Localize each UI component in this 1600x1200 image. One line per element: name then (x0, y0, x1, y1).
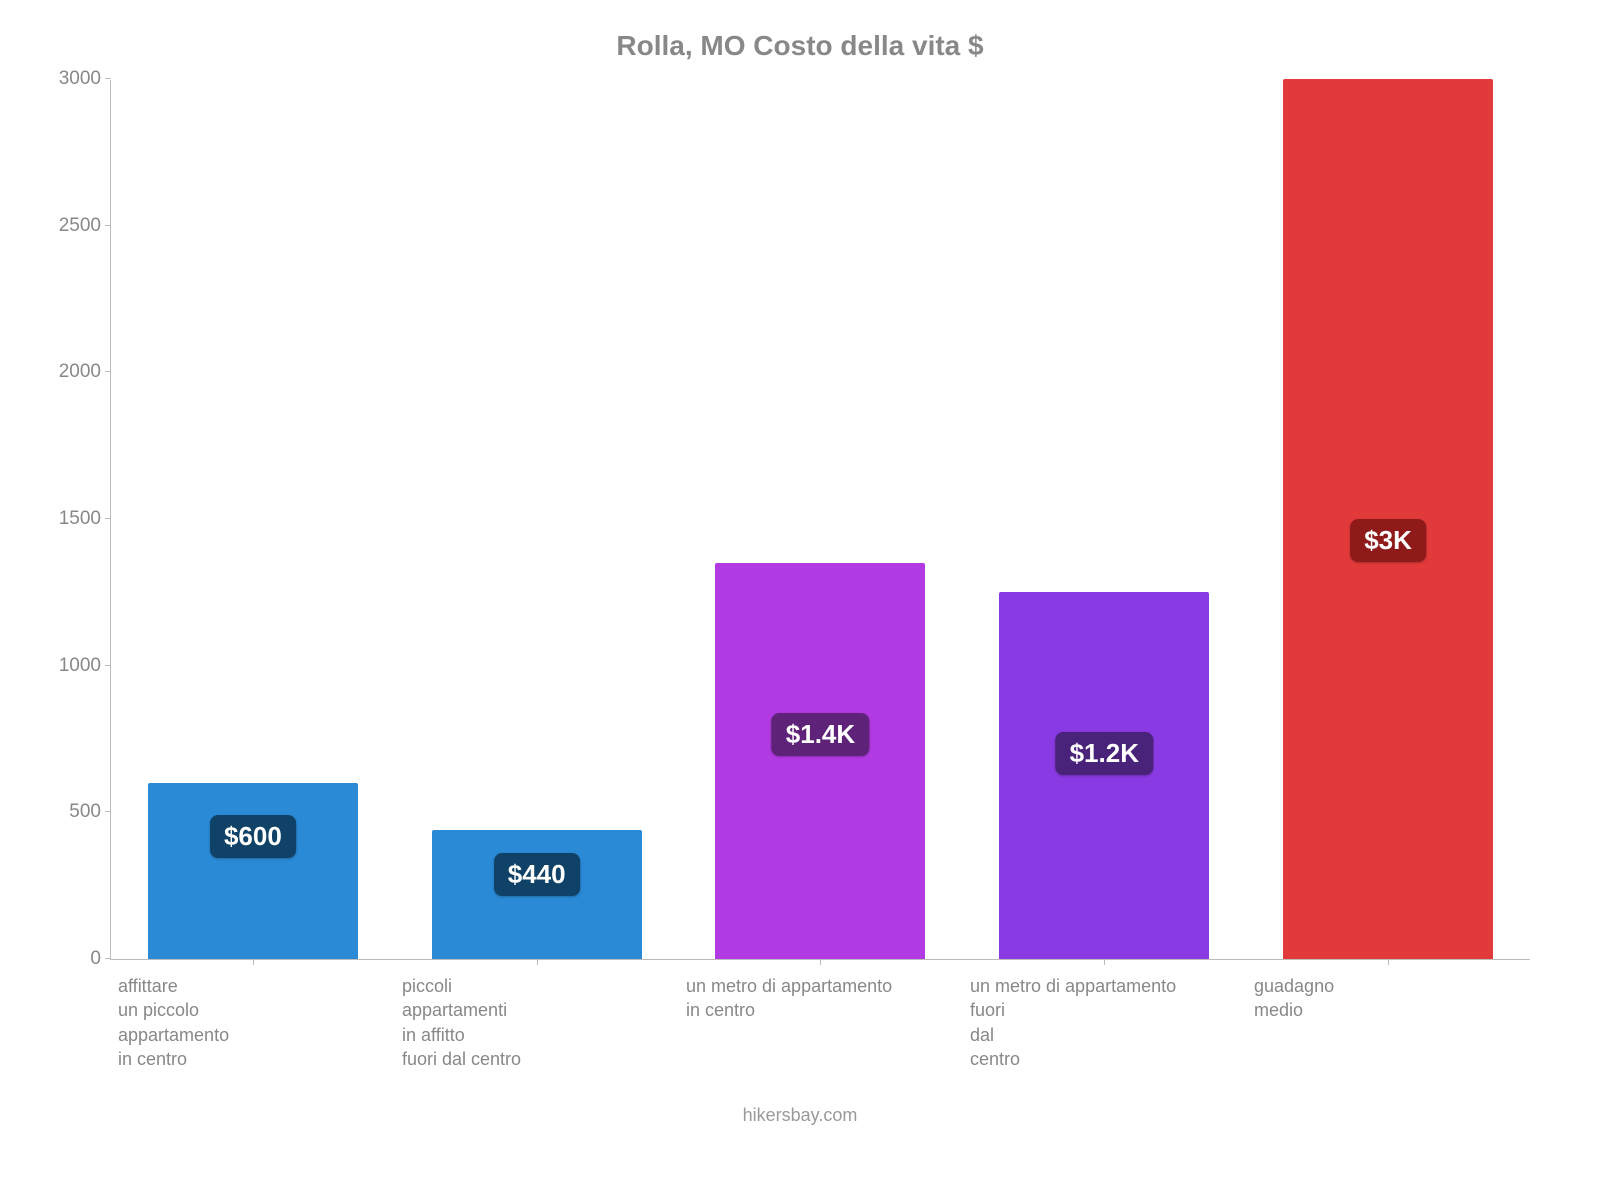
x-label-slot: un metro di appartamentofuoridalcentro (962, 960, 1246, 1071)
x-axis-category-label: un metro di appartamentofuoridalcentro (970, 974, 1180, 1071)
y-tick-label: 0 (41, 948, 101, 970)
bar-slot: $3K (1246, 80, 1530, 959)
bar-slot: $600 (111, 80, 395, 959)
value-badge: $3K (1350, 519, 1426, 562)
bar: $600 (148, 783, 358, 959)
y-tick-label: 500 (41, 801, 101, 823)
y-tick-label: 2500 (41, 215, 101, 237)
bar: $1.4K (715, 563, 925, 959)
y-tick-mark (105, 78, 111, 79)
value-badge: $440 (494, 853, 580, 896)
x-axis-category-label: guadagnomedio (1254, 974, 1464, 1023)
x-axis-category-label: piccoliappartamentiin affittofuori dal c… (402, 974, 612, 1071)
chart-container: Rolla, MO Costo della vita $ $600 $440 $1.… (0, 0, 1600, 1200)
y-tick-mark (105, 371, 111, 372)
plot-area: $600$440$1.4K$1.2K$3K 050010001500200025… (110, 80, 1530, 960)
value-badge: $1.4K (772, 713, 869, 756)
x-label-slot: guadagnomedio (1246, 960, 1530, 1071)
y-tick-label: 2000 (41, 361, 101, 383)
bar-slot: $1.2K (962, 80, 1246, 959)
value-badge: $1.2K (1056, 732, 1153, 775)
x-label-slot: un metro di appartamentoin centro (678, 960, 962, 1071)
y-tick-mark (105, 958, 111, 959)
bar-slot: $1.4K (679, 80, 963, 959)
y-tick-mark (105, 518, 111, 519)
x-axis-labels: affittareun piccoloappartamentoin centro… (110, 960, 1530, 1071)
chart-title: Rolla, MO Costo della vita $ (40, 30, 1560, 62)
bar: $3K (1283, 79, 1493, 959)
x-axis-category-label: affittareun piccoloappartamentoin centro (118, 974, 328, 1071)
attribution-text: hikersbay.com (40, 1105, 1560, 1126)
y-tick-label: 1000 (41, 655, 101, 677)
bar: $1.2K (999, 592, 1209, 959)
bars-row: $600 $440 $1.4K $1.2K $3K (111, 80, 1530, 959)
y-tick-mark (105, 811, 111, 812)
x-label-slot: piccoliappartamentiin affittofuori dal c… (394, 960, 678, 1071)
y-tick-mark (105, 665, 111, 666)
y-tick-mark (105, 225, 111, 226)
bar-slot: $440 (395, 80, 679, 959)
value-badge: $600 (210, 815, 296, 858)
y-tick-label: 3000 (41, 68, 101, 90)
y-tick-label: 1500 (41, 508, 101, 530)
x-axis-category-label: un metro di appartamentoin centro (686, 974, 896, 1023)
x-label-slot: affittareun piccoloappartamentoin centro (110, 960, 394, 1071)
bar: $440 (432, 830, 642, 959)
